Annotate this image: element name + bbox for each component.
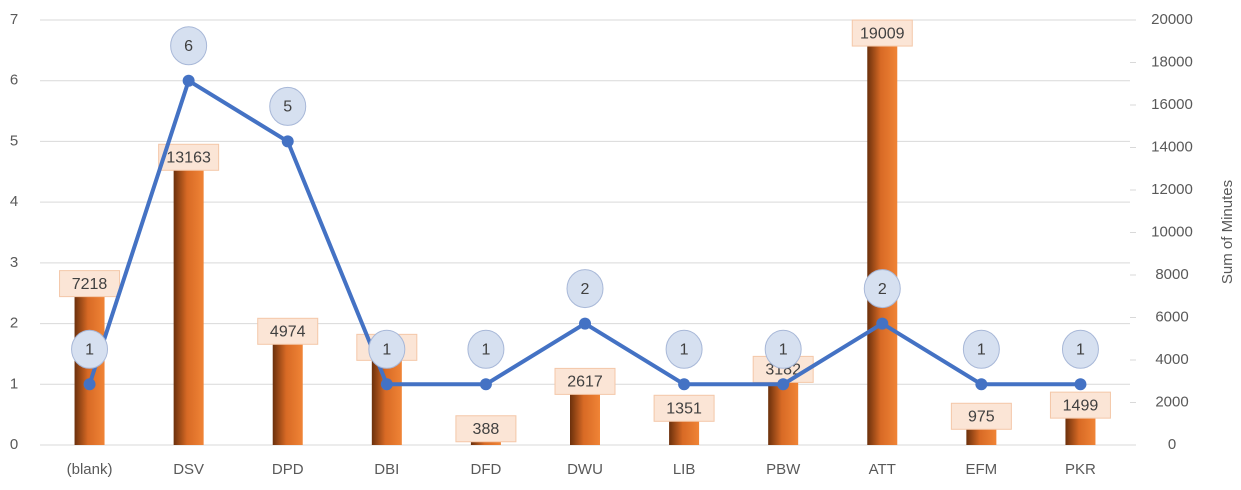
data-label: 19009 xyxy=(860,25,905,42)
line-point xyxy=(380,378,393,391)
data-label: 1 xyxy=(779,342,788,359)
data-label-bubble xyxy=(665,329,703,369)
data-label-bubble xyxy=(1061,329,1099,369)
line-point xyxy=(678,378,691,391)
x-tick-label: PKR xyxy=(1065,461,1096,478)
data-label: 388 xyxy=(473,421,500,438)
bar xyxy=(570,389,600,445)
y2-tick-label: 14000 xyxy=(1151,138,1193,155)
y-tick-label: 6 xyxy=(10,72,18,89)
data-label: 6 xyxy=(184,38,193,55)
line-point xyxy=(479,378,492,391)
y-tick-label: 4 xyxy=(10,193,18,210)
data-label-bubble xyxy=(368,329,406,369)
data-label-box xyxy=(851,19,913,47)
data-label: 1 xyxy=(481,342,490,359)
data-label-bubble xyxy=(71,329,109,369)
data-label-bubble xyxy=(566,269,604,309)
data-label-box xyxy=(59,270,121,298)
data-label-box xyxy=(653,394,715,422)
y-tick-label: 7 xyxy=(10,11,18,28)
data-label: 1 xyxy=(680,342,689,359)
y-tick-label: 2 xyxy=(10,315,18,332)
data-label-box xyxy=(455,415,517,443)
y2-tick-label: 18000 xyxy=(1151,53,1193,70)
line-point xyxy=(579,317,591,330)
y2-tick-label: 0 xyxy=(1168,436,1176,453)
data-label: 5 xyxy=(283,99,292,116)
x-tick-label: LIB xyxy=(673,461,696,478)
line xyxy=(87,78,1081,387)
data-label-box xyxy=(950,402,1012,430)
y2-tick-label: 6000 xyxy=(1155,308,1188,325)
data-label-bubble xyxy=(863,269,901,309)
line-point xyxy=(876,317,889,330)
data-label: 1499 xyxy=(1063,397,1099,414)
data-label-box xyxy=(554,367,616,395)
x-tick-label: EFM xyxy=(966,461,998,478)
data-label: 7218 xyxy=(72,276,108,293)
line-point xyxy=(777,378,790,391)
line-point xyxy=(1074,378,1087,391)
x-tick-label: DPD xyxy=(272,461,304,478)
data-label-bubble xyxy=(962,329,1000,369)
bar xyxy=(272,339,303,445)
y2-tick-label: 8000 xyxy=(1155,266,1188,283)
y2-tick-label: 20000 xyxy=(1151,11,1193,28)
data-label-box xyxy=(158,143,220,171)
data-label-bubble xyxy=(170,26,208,66)
bar xyxy=(371,355,402,445)
data-label-bubble xyxy=(467,329,505,369)
data-label-bubble xyxy=(269,86,307,126)
line-point xyxy=(83,378,96,391)
y2-tick-label: 12000 xyxy=(1151,181,1193,198)
bar xyxy=(867,41,898,446)
x-tick-label: DBI xyxy=(374,461,399,478)
data-label: 1 xyxy=(1076,342,1085,359)
y2-axis-title: Sum of Minutes xyxy=(1219,180,1236,284)
data-label: 2 xyxy=(581,281,590,298)
data-label: 2617 xyxy=(567,374,603,391)
y2-tick-label: 2000 xyxy=(1155,393,1188,410)
y2-tick-label: 16000 xyxy=(1151,96,1193,113)
y-tick-label: 5 xyxy=(10,132,18,149)
x-tick-label: ATT xyxy=(869,461,896,478)
data-label: 2 xyxy=(878,281,887,298)
x-tick-label: DSV xyxy=(173,461,204,478)
data-label: 1 xyxy=(382,342,391,359)
line-point xyxy=(975,378,988,391)
y2-tick-label: 4000 xyxy=(1155,351,1188,368)
data-label: 1 xyxy=(85,342,94,359)
x-tick-label: DWU xyxy=(567,461,603,478)
data-label: 1351 xyxy=(666,401,702,418)
x-tick-label: (blank) xyxy=(67,461,113,478)
x-tick-label: DFD xyxy=(470,461,501,478)
x-tick-label: PBW xyxy=(766,461,801,478)
data-label: 4974 xyxy=(270,324,306,341)
data-label: 13163 xyxy=(166,150,211,167)
y-tick-label: 1 xyxy=(10,375,18,392)
bar xyxy=(173,165,204,445)
data-label: 1 xyxy=(977,342,986,359)
data-label: 975 xyxy=(968,409,995,426)
data-label-bubble xyxy=(764,329,802,369)
data-label-box xyxy=(1049,391,1111,419)
line-point xyxy=(182,74,195,87)
data-label-box xyxy=(257,317,319,345)
y-tick-label: 3 xyxy=(10,254,18,271)
y-tick-label: 0 xyxy=(10,436,18,453)
line-point xyxy=(281,135,294,148)
y2-tick-label: 10000 xyxy=(1151,223,1193,240)
